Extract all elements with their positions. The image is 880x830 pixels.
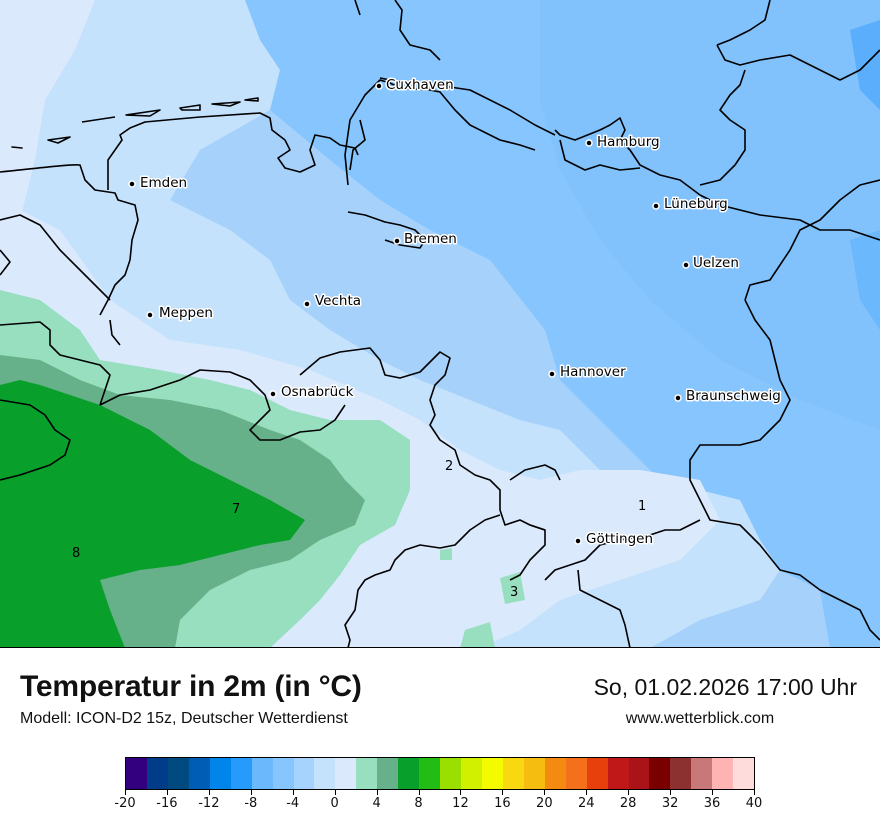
colorbar-tick-label: 36 xyxy=(703,796,721,811)
website-link[interactable]: www.wetterblick.com xyxy=(625,710,775,727)
colorbar-tick xyxy=(670,790,672,795)
colorbar-tick xyxy=(418,790,420,795)
city-label-cuxhaven: Cuxhaven xyxy=(386,77,454,93)
colorbar-tick xyxy=(166,790,168,795)
colorbar-tick-label: 20 xyxy=(536,796,553,811)
colorbar-ticks: -20 -16 -12 -8 -4 0 4 8 12 16 20 24 28 32 36 40 xyxy=(114,790,762,820)
colorbar-tick-label: 0 xyxy=(330,796,339,811)
colorbar-tick xyxy=(712,790,714,795)
temperature-colorbar xyxy=(125,757,755,790)
city-label-lueneburg: Lüneburg xyxy=(664,196,728,212)
colorbar-segment xyxy=(461,758,482,789)
isoline-label: 1 xyxy=(638,499,646,514)
colorbar-tick xyxy=(754,790,755,795)
colorbar-segment xyxy=(398,758,420,789)
city-label-meppen: Meppen xyxy=(159,305,213,321)
colorbar-segment xyxy=(440,758,461,789)
colorbar-tick-label: -8 xyxy=(244,796,258,811)
colorbar-tick-label: -16 xyxy=(156,796,178,811)
colorbar-tick-label: -12 xyxy=(198,796,220,811)
map-title: Temperatur in 2m (in °C) xyxy=(20,670,362,703)
colorbar-segment xyxy=(293,758,315,789)
city-label-braunschweig: Braunschweig xyxy=(686,388,781,404)
city-label-uelzen: Uelzen xyxy=(693,255,739,271)
colorbar-tick-label: 16 xyxy=(494,796,511,811)
colorbar-tick xyxy=(628,790,630,795)
colorbar-tick xyxy=(292,790,294,795)
colorbar-tick xyxy=(208,790,210,795)
colorbar-segment xyxy=(691,758,713,789)
city-label-goettingen: Göttingen xyxy=(586,531,653,547)
colorbar-segment xyxy=(523,758,545,789)
coastline xyxy=(0,0,880,647)
colorbar-segment xyxy=(251,758,273,789)
colorbar-tick-label: 40 xyxy=(745,796,763,811)
colorbar-tick xyxy=(460,790,462,795)
colorbar-tick xyxy=(250,790,252,795)
city-label-hamburg: Hamburg xyxy=(597,134,660,150)
colorbar-segment xyxy=(272,758,294,789)
colorbar-segment xyxy=(670,758,692,789)
forecast-datetime: So, 01.02.2026 17:00 Uhr xyxy=(593,674,857,700)
colorbar-segment xyxy=(712,758,734,789)
city-label-emden: Emden xyxy=(140,175,187,191)
colorbar-segment xyxy=(230,758,252,789)
colorbar-tick xyxy=(125,790,126,795)
colorbar-tick-label: 12 xyxy=(452,796,469,811)
colorbar-segment xyxy=(502,758,524,789)
colorbar-segment xyxy=(188,758,210,789)
isoline-label: 2 xyxy=(445,459,453,474)
colorbar-segment xyxy=(544,758,566,789)
colorbar-tick-label: 24 xyxy=(577,796,595,811)
colorbar-segment xyxy=(335,758,357,789)
colorbar-segment xyxy=(146,758,168,789)
colorbar-tick-label: 8 xyxy=(414,796,423,811)
colorbar-tick xyxy=(586,790,588,795)
colorbar-segment xyxy=(126,758,147,789)
colorbar-segment xyxy=(565,758,587,789)
colorbar-segment xyxy=(356,758,378,789)
city-label-vechta: Vechta xyxy=(315,293,361,309)
colorbar-segment xyxy=(733,758,755,789)
colorbar-tick xyxy=(334,790,336,795)
colorbar-tick-label: -4 xyxy=(286,796,300,811)
colorbar-segment xyxy=(628,758,650,789)
colorbar-segment xyxy=(586,758,608,789)
colorbar-segment xyxy=(481,758,503,789)
isoline-label: 7 xyxy=(232,502,240,517)
map-canvas: Cuxhaven Hamburg Emden Lüneburg Bremen U… xyxy=(0,0,880,647)
isoline-label: 3 xyxy=(510,585,518,600)
city-label-bremen: Bremen xyxy=(404,231,457,247)
city-markers xyxy=(128,82,690,545)
city-label-osnabrueck: Osnabrück xyxy=(281,384,354,400)
colorbar-segment xyxy=(649,758,671,789)
colorbar-tick-label: 4 xyxy=(372,796,381,811)
colorbar-segment xyxy=(607,758,629,789)
colorbar-tick-label: 32 xyxy=(661,796,679,811)
temperature-map: Cuxhaven Hamburg Emden Lüneburg Bremen U… xyxy=(0,0,880,648)
model-subtitle: Modell: ICON-D2 15z, Deutscher Wetterdie… xyxy=(20,710,348,727)
colorbar-segment xyxy=(314,758,336,789)
colorbar-tick-label: -20 xyxy=(114,796,136,811)
isoline-label: 8 xyxy=(72,546,80,561)
colorbar-segment xyxy=(167,758,189,789)
colorbar-segment xyxy=(377,758,399,789)
colorbar-tick xyxy=(376,790,378,795)
city-label-hannover: Hannover xyxy=(560,364,626,380)
colorbar-segment xyxy=(419,758,441,789)
colorbar-segment xyxy=(209,758,231,789)
colorbar-tick-label: 28 xyxy=(619,796,637,811)
colorbar-tick xyxy=(502,790,504,795)
colorbar-tick xyxy=(544,790,546,795)
